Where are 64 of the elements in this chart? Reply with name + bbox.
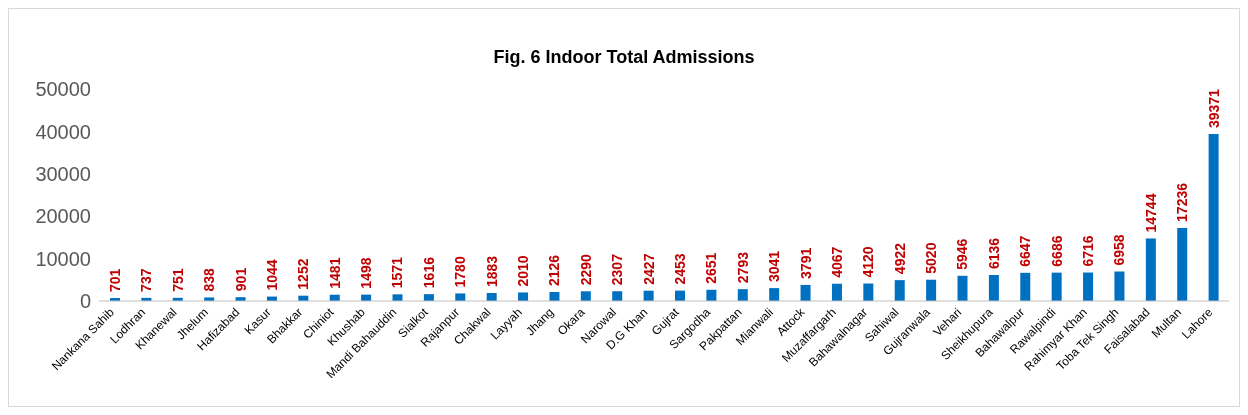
bar	[455, 293, 466, 301]
bar	[612, 291, 623, 301]
data-label: 2126	[546, 254, 563, 286]
data-label: 701	[107, 268, 123, 293]
chart-title: Fig. 6 Indoor Total Admissions	[492, 47, 756, 68]
data-label: 2651	[703, 252, 720, 284]
data-label: 2793	[734, 251, 751, 284]
data-label: 838	[201, 267, 218, 292]
data-label: 17236	[1174, 182, 1191, 222]
bar	[894, 280, 905, 301]
bar	[580, 291, 591, 301]
bar	[988, 274, 999, 301]
data-label: 2010	[515, 255, 532, 287]
bar	[926, 279, 937, 301]
data-label: 1616	[420, 256, 437, 289]
data-label: 1498	[358, 257, 375, 289]
data-label: 2453	[672, 253, 688, 285]
data-label: 4120	[860, 246, 877, 278]
bar	[800, 284, 811, 301]
data-label: 751	[169, 268, 186, 292]
data-label: 4922	[891, 242, 908, 275]
bar	[1145, 238, 1156, 301]
bar	[1177, 227, 1188, 301]
data-label: 6716	[1080, 235, 1097, 267]
bar	[863, 283, 874, 301]
data-label: 5020	[923, 242, 940, 274]
y-tick-label: 20000	[35, 205, 91, 228]
bar	[769, 288, 780, 301]
data-label: 4067	[828, 246, 845, 278]
bar	[1083, 272, 1094, 301]
data-label: 6958	[1111, 234, 1128, 266]
y-tick-label: 0	[79, 290, 91, 313]
y-tick-label: 30000	[35, 162, 91, 185]
data-label: 5946	[954, 238, 971, 270]
data-label: 1044	[263, 259, 280, 291]
bar	[1020, 272, 1031, 301]
data-label: 3041	[766, 250, 783, 283]
bar	[831, 283, 842, 301]
data-label: 1780	[452, 256, 469, 288]
data-label: 1481	[326, 257, 343, 289]
bar	[957, 275, 968, 301]
data-label: 2290	[577, 253, 594, 286]
bar	[392, 294, 403, 301]
data-label: 6136	[985, 237, 1002, 269]
data-label: 1883	[483, 255, 500, 288]
data-label: 14744	[1142, 193, 1159, 233]
data-label: 6647	[1017, 235, 1034, 267]
bar	[1051, 272, 1062, 301]
bar	[518, 292, 529, 301]
y-tick-label: 50000	[35, 78, 91, 101]
data-label: 1571	[389, 256, 406, 289]
data-label: 2427	[640, 253, 657, 285]
data-label: 39371	[1205, 88, 1222, 129]
data-label: 6686	[1048, 235, 1065, 267]
bar	[1208, 134, 1219, 301]
data-label: 901	[232, 267, 249, 292]
bar	[737, 289, 748, 301]
data-label: 737	[138, 268, 155, 292]
data-label: 2307	[609, 253, 626, 286]
bar	[1114, 271, 1125, 301]
y-tick-label: 10000	[35, 247, 91, 270]
data-label: 3791	[797, 247, 814, 279]
y-tick-label: 40000	[35, 120, 91, 143]
data-label: 1252	[295, 258, 312, 290]
